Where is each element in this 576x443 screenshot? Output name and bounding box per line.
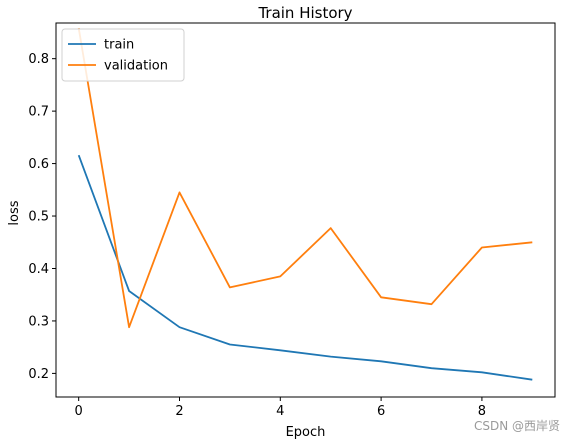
watermark-text: CSDN @西岸贤 <box>474 419 560 433</box>
plot-area <box>55 22 556 398</box>
plot-frame <box>55 22 556 398</box>
y-tick-label: 0.3 <box>28 314 49 329</box>
y-tick-label: 0.2 <box>28 367 49 382</box>
x-axis-ticks: 0 2 4 6 8 <box>75 397 486 419</box>
series-line-train <box>77 154 533 381</box>
x-tick-label: 8 <box>478 404 486 419</box>
x-tick-label: 6 <box>377 404 385 419</box>
y-tick-label: 0.6 <box>28 157 49 172</box>
legend-label-train: train <box>104 38 134 53</box>
y-tick-label: 0.8 <box>28 52 49 67</box>
y-tick-label: 0.5 <box>28 210 49 225</box>
x-tick-label: 2 <box>175 404 183 419</box>
x-tick-label: 0 <box>75 404 83 419</box>
series-line-validation <box>77 28 533 329</box>
y-axis-ticks: 0.2 0.3 0.4 0.5 0.6 0.7 0.8 <box>28 52 56 382</box>
legend-label-validation: validation <box>104 59 168 74</box>
y-tick-label: 0.4 <box>28 262 49 277</box>
chart-title: Train History <box>257 4 352 22</box>
legend: train validation <box>61 28 185 82</box>
x-tick-label: 4 <box>276 404 284 419</box>
legend-box <box>61 28 185 82</box>
x-axis-label: Epoch <box>286 425 326 440</box>
series-lines <box>77 28 533 381</box>
y-tick-label: 0.7 <box>28 105 49 120</box>
y-axis-label: loss <box>7 200 22 225</box>
